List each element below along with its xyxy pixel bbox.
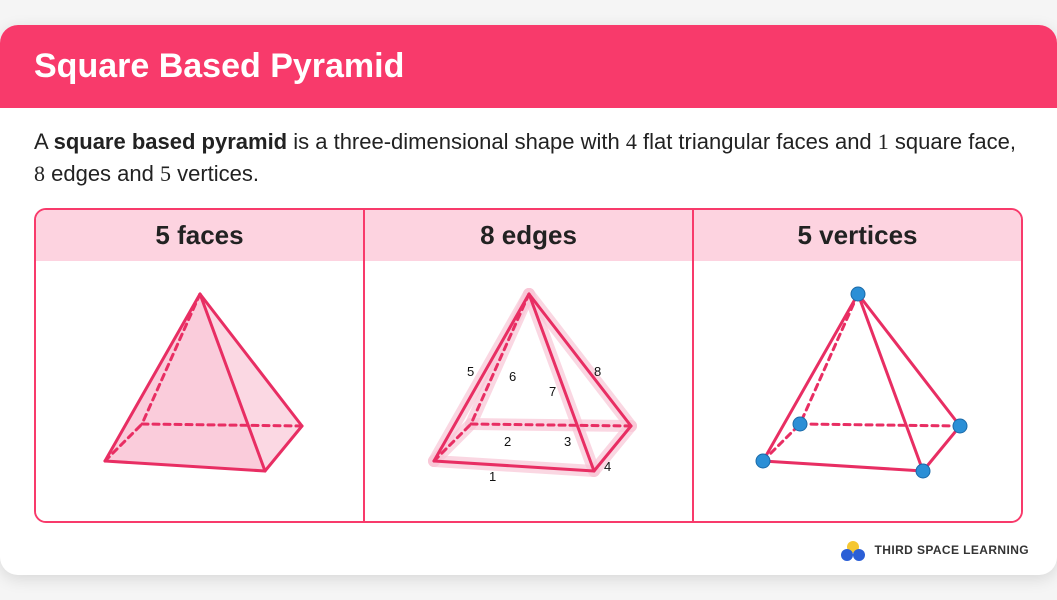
desc-text: edges and xyxy=(45,161,160,186)
svg-text:3: 3 xyxy=(564,434,571,449)
diagram-faces xyxy=(36,261,363,521)
svg-text:8: 8 xyxy=(594,364,601,379)
col-vertices: 5 vertices xyxy=(692,210,1021,521)
brand-logo-icon xyxy=(841,541,867,559)
svg-text:7: 7 xyxy=(549,384,556,399)
card-body: A square based pyramid is a three-dimens… xyxy=(0,108,1057,533)
svg-text:6: 6 xyxy=(509,369,516,384)
col-edges: 8 edges 5 6 7 8 2 3 1 4 xyxy=(363,210,692,521)
footer: THIRD SPACE LEARNING xyxy=(0,533,1057,575)
desc-num: 8 xyxy=(34,161,45,186)
diagram-vertices xyxy=(694,261,1021,521)
svg-text:5: 5 xyxy=(467,364,474,379)
col-header: 5 vertices xyxy=(694,210,1021,261)
desc-text: A xyxy=(34,129,54,154)
desc-bold: square based pyramid xyxy=(54,129,288,154)
svg-text:2: 2 xyxy=(504,434,511,449)
desc-text: vertices. xyxy=(171,161,259,186)
desc-text: square face, xyxy=(889,129,1016,154)
brand-name: THIRD SPACE LEARNING xyxy=(875,543,1029,557)
description: A square based pyramid is a three-dimens… xyxy=(34,126,1023,190)
desc-num: 4 xyxy=(626,129,637,154)
properties-table: 5 faces 8 edges 5 6 7 8 2 3 1 4 5 vertices xyxy=(34,208,1023,523)
desc-text: flat triangular faces and xyxy=(637,129,878,154)
desc-num: 5 xyxy=(160,161,171,186)
col-header: 5 faces xyxy=(36,210,363,261)
card-header: Square Based Pyramid xyxy=(0,25,1057,108)
svg-text:4: 4 xyxy=(604,459,611,474)
col-header: 8 edges xyxy=(365,210,692,261)
svg-text:1: 1 xyxy=(489,469,496,484)
desc-text: is a three-dimensional shape with xyxy=(287,129,626,154)
diagram-edges: 5 6 7 8 2 3 1 4 xyxy=(365,261,692,521)
desc-num: 1 xyxy=(878,129,889,154)
col-faces: 5 faces xyxy=(36,210,363,521)
info-card: Square Based Pyramid A square based pyra… xyxy=(0,25,1057,575)
